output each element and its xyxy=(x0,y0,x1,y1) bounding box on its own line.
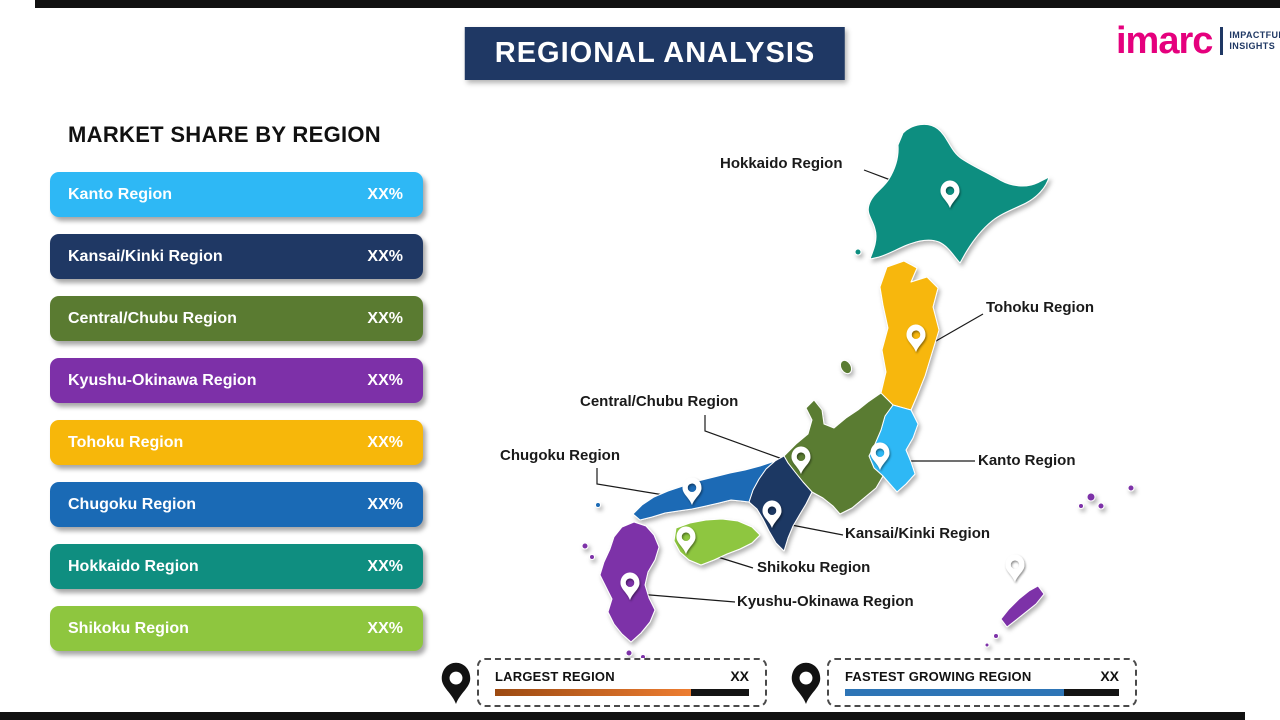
share-bar-shikoku: Shikoku Region XX% xyxy=(50,606,423,651)
logo-tagline-line2: INSIGHTS xyxy=(1229,41,1276,51)
connector-central-chubu xyxy=(704,415,789,462)
legend-box-fastest-growing-region: FASTEST GROWING REGION XX xyxy=(827,658,1137,707)
region-shikoku-shape xyxy=(673,518,761,566)
share-bar-value: XX% xyxy=(367,433,403,451)
island-amami-4 xyxy=(1127,484,1135,492)
map-label-kansai: Kansai/Kinki Region xyxy=(845,525,991,542)
share-bar-kansai: Kansai/Kinki Region XX% xyxy=(50,234,423,279)
share-bar-value: XX% xyxy=(367,619,403,637)
share-bar-label: Kansai/Kinki Region xyxy=(68,247,223,265)
region-okinawa-main-shape xyxy=(1000,585,1045,628)
island-tanegashima xyxy=(625,649,633,657)
map-pin-icon-central-chubu xyxy=(791,446,811,474)
map-label-chugoku: Chugoku Region xyxy=(500,447,620,464)
island-kerama-2 xyxy=(984,642,990,648)
legend-pin-icon-fastest xyxy=(791,662,821,704)
island-tsushima xyxy=(595,502,601,508)
map-pin-icon-shikoku xyxy=(676,526,696,554)
share-bar-label: Tohoku Region xyxy=(68,433,184,451)
share-bar-label: Chugoku Region xyxy=(68,495,196,513)
connector-kyushu-okinawa xyxy=(637,593,736,603)
share-bar-kyushu-okinawa: Kyushu-Okinawa Region XX% xyxy=(50,358,423,403)
imarc-logo-wordmark: imarc xyxy=(1116,20,1213,62)
share-bar-chugoku: Chugoku Region XX% xyxy=(50,482,423,527)
map-label-kyushu-okinawa: Kyushu-Okinawa Region xyxy=(737,593,914,610)
map-pin-icon-okinawa xyxy=(1005,554,1025,582)
imarc-logo: imarc IMPACTFUL INSIGHTS xyxy=(1116,22,1280,60)
legend-fastest-bar-main xyxy=(845,688,1065,696)
legend-fastest-bar xyxy=(845,688,1119,696)
legend-largest-bar xyxy=(495,688,749,696)
share-bar-value: XX% xyxy=(367,309,403,327)
share-bar-label: Kanto Region xyxy=(68,185,172,203)
map-label-hokkaido: Hokkaido Region xyxy=(720,155,843,172)
top-accent-strip xyxy=(35,0,1280,8)
share-bar-label: Hokkaido Region xyxy=(68,557,199,575)
map-pin-icon-kansai xyxy=(762,500,782,528)
share-bar-label: Kyushu-Okinawa Region xyxy=(68,371,257,389)
map-pin-icon-kanto xyxy=(870,442,890,470)
legend-box-largest-region: LARGEST REGION XX xyxy=(477,658,767,707)
page-title: REGIONAL ANALYSIS xyxy=(464,27,846,80)
share-bar-value: XX% xyxy=(367,557,403,575)
map-label-kanto: Kanto Region xyxy=(978,452,1076,469)
map-pin-icon-kyushu xyxy=(620,572,640,600)
share-bar-label: Shikoku Region xyxy=(68,619,189,637)
logo-divider xyxy=(1220,27,1224,55)
island-okushiri xyxy=(854,248,862,256)
legend-pin-icon-largest xyxy=(441,662,471,704)
map-pin-icon-chugoku xyxy=(682,477,702,505)
region-kyushu-shape xyxy=(599,521,660,643)
island-goto-1 xyxy=(581,542,589,550)
island-amami-1 xyxy=(1086,492,1096,502)
connector-chugoku xyxy=(596,468,665,496)
legend-largest-value: XX xyxy=(730,667,749,684)
logo-tagline-line1: IMPACTFUL xyxy=(1229,29,1280,40)
share-bar-value: XX% xyxy=(367,185,403,203)
legend-fastest-value: XX xyxy=(1100,667,1119,684)
share-bar-kanto: Kanto Region XX% xyxy=(50,172,423,217)
legend-largest-bar-tail xyxy=(690,688,749,696)
island-amami-3 xyxy=(1078,503,1084,509)
island-amami-2 xyxy=(1097,502,1105,510)
share-bar-tohoku: Tohoku Region XX% xyxy=(50,420,423,465)
island-goto-2 xyxy=(589,554,595,560)
share-bar-central-chubu: Central/Chubu Region XX% xyxy=(50,296,423,341)
share-bar-value: XX% xyxy=(367,371,403,389)
island-kerama-1 xyxy=(993,633,999,639)
market-share-heading: MARKET SHARE BY REGION xyxy=(68,122,381,147)
legend-largest-bar-main xyxy=(495,688,691,696)
connector-tohoku xyxy=(928,313,984,346)
map-label-central-chubu: Central/Chubu Region xyxy=(580,393,739,410)
map-pin-icon-hokkaido xyxy=(940,180,960,208)
share-bar-value: XX% xyxy=(367,247,403,265)
legend-fastest-label: FASTEST GROWING REGION xyxy=(845,668,1032,684)
share-bar-value: XX% xyxy=(367,495,403,513)
share-bar-hokkaido: Hokkaido Region XX% xyxy=(50,544,423,589)
map-label-tohoku: Tohoku Region xyxy=(986,299,1095,316)
legend-largest-label: LARGEST REGION xyxy=(495,668,615,684)
island-sado xyxy=(839,359,853,375)
map-label-shikoku: Shikoku Region xyxy=(757,559,871,576)
bottom-accent-strip xyxy=(0,712,1245,720)
logo-tagline: IMPACTFUL INSIGHTS xyxy=(1229,30,1280,53)
region-chugoku-shape xyxy=(632,460,776,521)
share-bar-label: Central/Chubu Region xyxy=(68,309,237,327)
legend-fastest-bar-tail xyxy=(1064,688,1119,696)
map-pin-icon-tohoku xyxy=(906,324,926,352)
